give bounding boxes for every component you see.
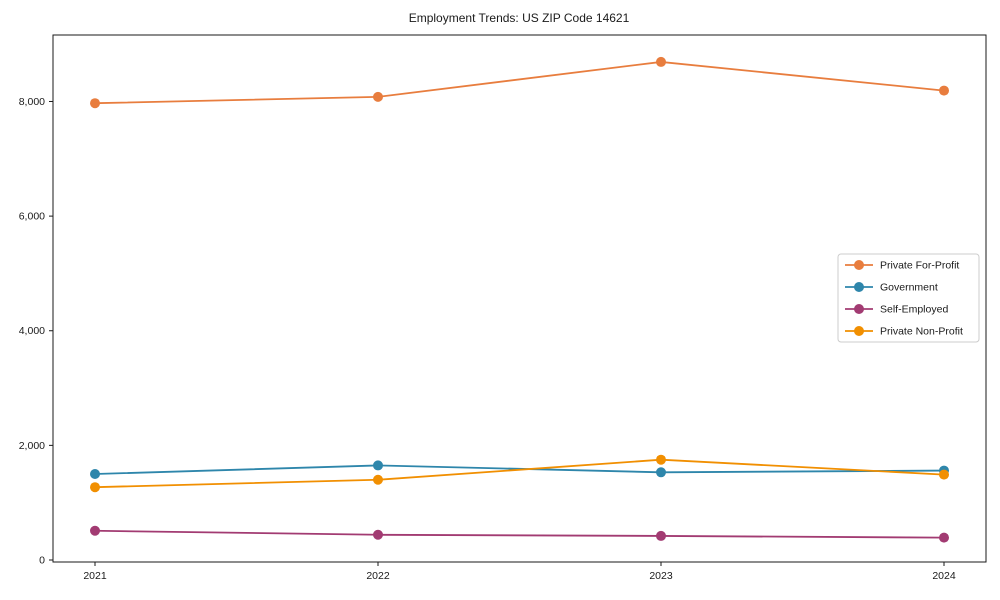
x-tick-label: 2024 [932,570,956,582]
data-point-marker [90,98,100,109]
series-line [94,529,945,539]
data-point-marker [90,525,100,536]
legend-label: Private For-Profit [880,260,959,272]
x-tick-label: 2021 [83,570,107,582]
legend-marker [854,260,864,270]
data-point-marker [656,467,666,478]
data-point-marker [373,529,383,540]
x-tick-label: 2023 [649,570,673,582]
chart-title: Employment Trends: US ZIP Code 14621 [409,11,630,25]
legend-box [837,253,980,343]
plot-border [52,34,987,563]
data-point-marker [373,91,383,102]
data-point-marker [90,482,100,493]
y-tick-label: 8,000 [19,96,45,108]
y-tick-label: 2,000 [19,440,45,452]
data-point-marker [939,85,949,96]
plot-area: 0 2,000 4,000 6,000 8,000 2021 2022 2023 2024 Pri… [19,34,987,582]
data-point-marker [939,469,949,480]
y-tick-label: 0 [39,554,45,566]
x-tick-label: 2022 [366,570,390,582]
series-line [94,61,945,105]
data-point-marker [373,474,383,485]
data-point-marker [656,56,666,67]
y-tick-label: 4,000 [19,325,45,337]
legend-label: Government [880,282,938,294]
legend-marker [854,304,864,314]
data-point-marker [656,530,666,541]
data-point-marker [90,469,100,480]
data-point-marker [656,454,666,465]
series-line [94,458,945,489]
legend-marker [854,326,864,336]
y-tick-label: 6,000 [19,211,45,223]
legend-marker [854,282,864,292]
legend-label: Private Non-Profit [880,326,963,338]
data-point-marker [939,532,949,543]
data-point-marker [373,460,383,471]
legend-label: Self-Employed [880,304,948,316]
